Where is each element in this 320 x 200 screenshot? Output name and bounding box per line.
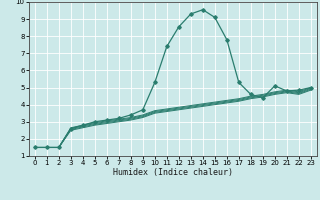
X-axis label: Humidex (Indice chaleur): Humidex (Indice chaleur) [113, 168, 233, 177]
